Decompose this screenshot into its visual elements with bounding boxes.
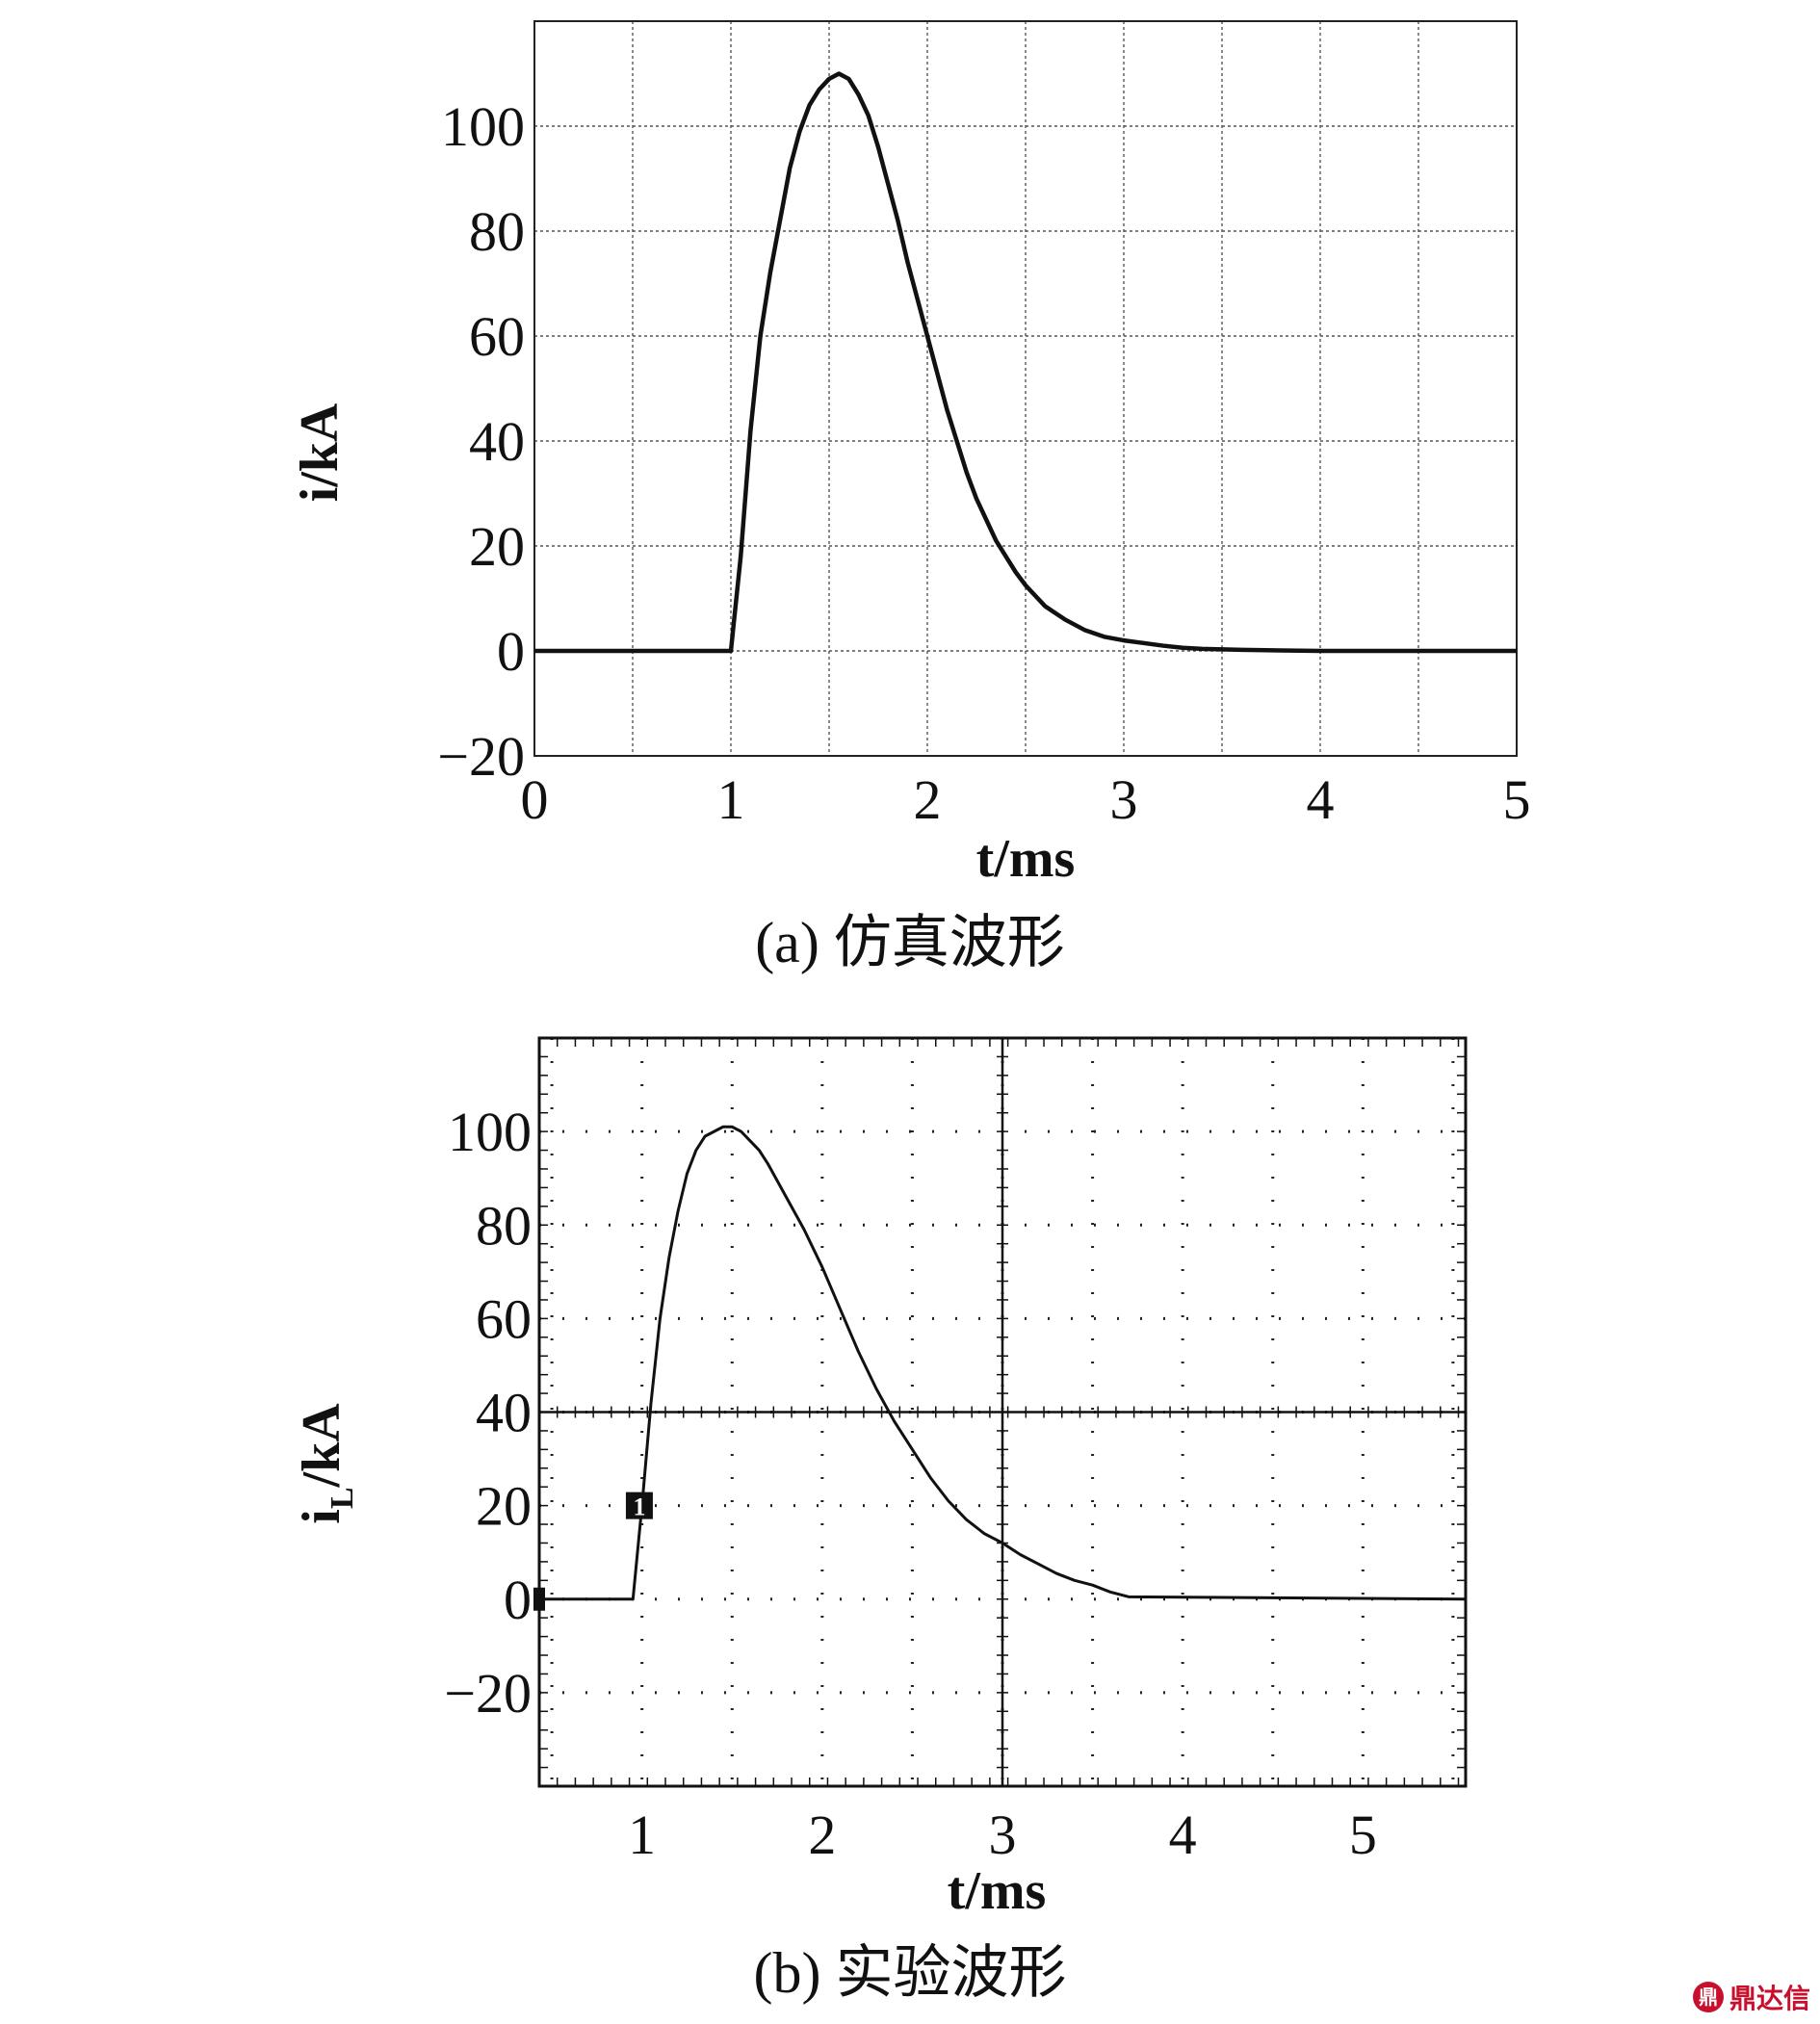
x-axis-label: t/ms xyxy=(976,829,1076,889)
x-tick-label: 2 xyxy=(914,768,942,831)
y-tick-label: 60 xyxy=(469,305,525,368)
y-tick-label: 0 xyxy=(497,620,525,683)
x-tick-label: 5 xyxy=(1503,768,1531,831)
x-tick-label: 1 xyxy=(628,1803,656,1866)
y-tick-label: 40 xyxy=(476,1382,532,1444)
watermark: 鼎 鼎达信 xyxy=(1692,1978,1810,2016)
channel-marker-label: 1 xyxy=(633,1493,645,1521)
caption-a: (a) 仿真波形 xyxy=(755,911,1065,974)
x-tick-label: 4 xyxy=(1307,768,1335,831)
plot-frame xyxy=(533,20,1518,757)
y-tick-label: 80 xyxy=(469,200,525,263)
y-tick-label: 100 xyxy=(448,1101,532,1163)
y-tick-label: −20 xyxy=(444,1662,532,1725)
x-axis-label: t/ms xyxy=(948,1861,1047,1921)
chart-b-experimental: 1 2 3 4 5 −20 0 20 40 60 80 100 t/ms iL/kA 1 xyxy=(292,1036,1468,1921)
series-line xyxy=(534,71,1517,654)
y-tick-label: 0 xyxy=(504,1569,532,1631)
watermark-logo-icon: 鼎 xyxy=(1692,1982,1724,2012)
y-tick-label: −20 xyxy=(437,725,525,788)
caption-b: (b) 实验波形 xyxy=(753,1941,1067,2005)
x-tick-label: 1 xyxy=(717,768,745,831)
series-line xyxy=(539,1125,1467,1601)
y-axis-label: i/kA xyxy=(290,402,350,502)
y-tick-label: 40 xyxy=(469,410,525,473)
plot-frame xyxy=(537,1036,1468,1788)
y-tick-label: 20 xyxy=(469,515,525,578)
y-axis-label: iL/kA xyxy=(292,1403,360,1524)
x-tick-label: 4 xyxy=(1169,1803,1197,1866)
y-tick-label: 20 xyxy=(476,1475,532,1538)
watermark-text: 鼎达信 xyxy=(1729,1983,1810,2014)
x-tick-label: 5 xyxy=(1349,1803,1377,1866)
x-tick-label: 2 xyxy=(808,1803,836,1866)
x-tick-label: 3 xyxy=(1110,768,1138,831)
ground-marker xyxy=(533,1587,545,1611)
y-tick-label: 80 xyxy=(476,1194,532,1257)
y-tick-label: 100 xyxy=(441,95,525,158)
x-tick-label: 0 xyxy=(521,768,549,831)
channel-marker xyxy=(625,1492,653,1519)
x-tick-label: 3 xyxy=(989,1803,1017,1866)
y-tick-label: 60 xyxy=(476,1287,532,1350)
